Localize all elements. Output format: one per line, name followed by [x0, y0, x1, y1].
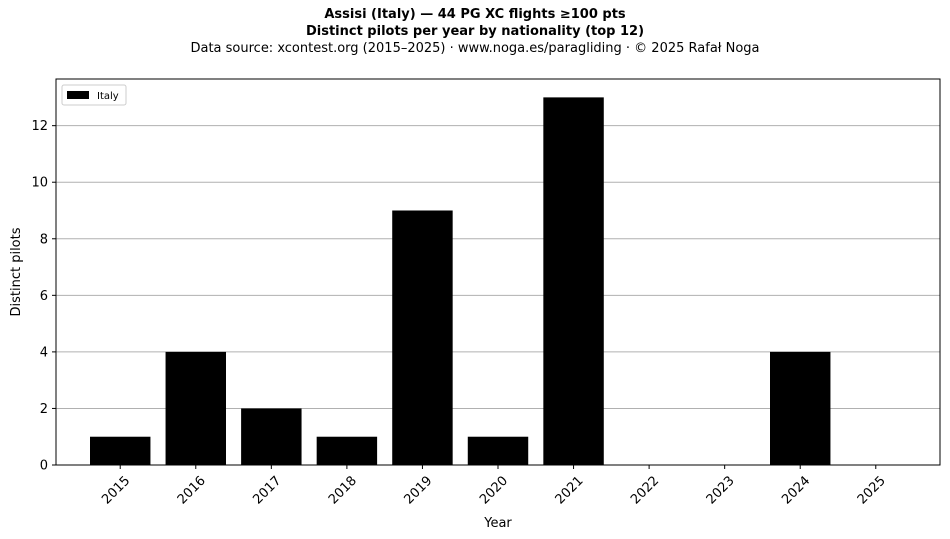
bar-2015 [90, 436, 151, 465]
y-tick-label: 12 [31, 119, 48, 134]
y-tick-label: 10 [31, 176, 48, 191]
x-tick-label: 2021 [553, 473, 587, 507]
x-tick-label: 2017 [250, 473, 284, 507]
legend-label: Italy [97, 91, 119, 102]
x-tick-label: 2025 [855, 473, 889, 507]
y-tick-label: 8 [40, 232, 48, 247]
x-tick-label: 2015 [99, 473, 133, 507]
chart-title: Assisi (Italy) — 44 PG XC flights ≥100 p… [324, 7, 626, 22]
chart-subtitle: Distinct pilots per year by nationality … [305, 24, 645, 39]
bar-2018 [316, 436, 378, 465]
legend: Italy [61, 84, 127, 106]
bar-2016 [165, 351, 226, 465]
x-axis: 2015 2016 2017 2018 2019 2020 2021 2022 2023 2024… [99, 465, 889, 507]
x-tick-label: 2018 [326, 473, 360, 507]
y-axis: 0 2 4 6 8 10 12 [31, 119, 56, 474]
bar-2024 [770, 351, 831, 465]
x-tick-label: 2016 [175, 473, 209, 507]
bar-2021 [543, 97, 604, 465]
bar-2019 [392, 210, 453, 465]
y-axis-label: Distinct pilots [9, 227, 24, 316]
legend-box [61, 84, 127, 106]
x-tick-label: 2022 [628, 473, 662, 507]
bars [90, 97, 831, 465]
chart-titles: Assisi (Italy) — 44 PG XC flights ≥100 p… [0, 6, 950, 57]
bar-2020 [467, 436, 529, 465]
y-tick-label: 4 [40, 345, 48, 360]
x-tick-label: 2019 [401, 473, 435, 507]
y-tick-label: 6 [40, 289, 48, 304]
x-tick-label: 2023 [704, 473, 738, 507]
x-tick-label: 2020 [477, 473, 511, 507]
legend-swatch [67, 91, 89, 99]
chart-source: Data source: xcontest.org (2015–2025) · … [190, 41, 760, 56]
x-tick-label: 2024 [779, 473, 813, 507]
y-tick-label: 0 [40, 459, 48, 474]
y-tick-label: 2 [40, 402, 48, 417]
bar-2017 [241, 408, 302, 465]
x-axis-label: Year [483, 516, 512, 531]
